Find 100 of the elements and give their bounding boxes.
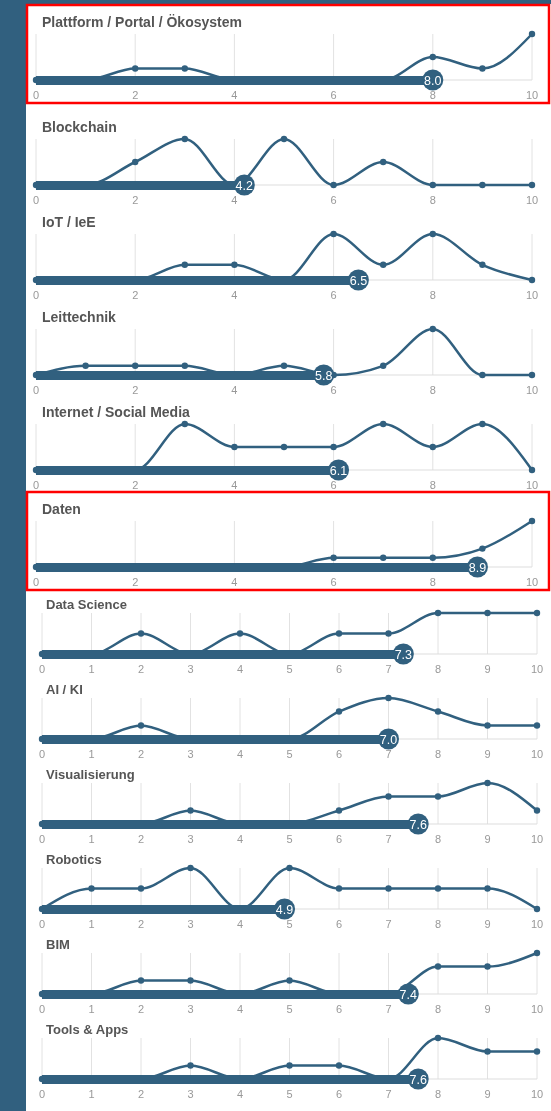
point <box>484 722 491 729</box>
x-tick-label: 6 <box>330 289 337 301</box>
x-tick-label: 8 <box>434 833 442 845</box>
x-tick-label: 4 <box>236 1088 244 1100</box>
point <box>335 708 343 715</box>
x-tick-label: 2 <box>132 576 139 588</box>
x-tick-label: 0 <box>38 1003 46 1015</box>
band-label: 4.9 <box>275 902 294 917</box>
x-tick-label: 10 <box>525 194 539 206</box>
x-tick-label: 4 <box>231 289 238 301</box>
x-tick-label: 8 <box>429 289 436 301</box>
x-tick-label: 10 <box>530 1003 544 1015</box>
point <box>434 708 442 715</box>
chart-title: Plattform / Portal / Ökosystem <box>42 14 242 30</box>
point <box>484 1048 491 1055</box>
band-label: 6.1 <box>329 463 348 478</box>
x-tick-label: 1 <box>88 833 95 845</box>
point <box>385 694 392 702</box>
band-label: 7.0 <box>379 732 398 747</box>
band-label: 8.0 <box>424 73 442 88</box>
x-tick-label: 3 <box>187 918 194 930</box>
point <box>187 977 194 984</box>
x-tick-label: 7 <box>385 748 392 760</box>
chart-title: Robotics <box>46 852 102 867</box>
x-tick-label: 8 <box>434 1088 442 1100</box>
x-tick-label: 4 <box>231 479 238 491</box>
x-tick-label: 2 <box>132 194 139 206</box>
x-tick-label: 7 <box>385 833 392 845</box>
chart-title: BIM <box>46 937 70 952</box>
x-tick-label: 10 <box>530 1088 544 1100</box>
band-label: 7.6 <box>409 1072 427 1087</box>
x-tick-label: 7 <box>385 1003 392 1015</box>
x-tick-label: 6 <box>330 89 337 101</box>
x-tick-label: 6 <box>335 663 343 675</box>
point <box>528 30 536 38</box>
x-tick-label: 0 <box>32 384 40 396</box>
x-tick-label: 0 <box>38 833 46 845</box>
chart-title: Internet / Social Media <box>42 404 191 420</box>
chart-title: IoT / IeE <box>42 214 96 230</box>
point <box>286 977 293 984</box>
x-tick-label: 6 <box>335 748 343 760</box>
x-tick-label: 6 <box>335 918 343 930</box>
chart-title: Daten <box>42 501 81 517</box>
x-tick-label: 5 <box>286 748 293 760</box>
point <box>187 807 194 814</box>
x-tick-label: 9 <box>484 748 491 760</box>
point <box>187 1062 194 1069</box>
x-tick-label: 3 <box>187 833 194 845</box>
x-tick-label: 6 <box>330 576 337 588</box>
point <box>181 65 188 72</box>
x-tick-label: 0 <box>32 89 40 101</box>
chart-title: Data Science <box>46 597 127 612</box>
x-tick-label: 4 <box>236 663 244 675</box>
band-label: 7.3 <box>394 647 413 662</box>
x-tick-label: 6 <box>330 479 337 491</box>
x-tick-label: 10 <box>530 663 544 675</box>
x-tick-label: 10 <box>525 384 539 396</box>
x-tick-label: 4 <box>231 194 238 206</box>
x-tick-label: 10 <box>530 748 544 760</box>
x-tick-label: 2 <box>137 663 145 675</box>
x-tick-label: 1 <box>88 748 95 760</box>
chart-title: Leittechnik <box>42 309 117 325</box>
x-tick-label: 4 <box>236 918 244 930</box>
x-tick-label: 6 <box>330 194 337 206</box>
point <box>434 963 442 970</box>
x-tick-label: 0 <box>38 663 46 675</box>
chart-title: Visualisierung <box>46 767 135 782</box>
x-tick-label: 8 <box>434 1003 442 1015</box>
x-tick-label: 8 <box>434 748 442 760</box>
x-tick-label: 9 <box>484 918 491 930</box>
chart-title: AI / KI <box>46 682 83 697</box>
x-tick-label: 10 <box>525 89 539 101</box>
x-tick-label: 7 <box>385 918 392 930</box>
x-tick-label: 5 <box>286 1088 293 1100</box>
x-tick-label: 2 <box>137 1088 145 1100</box>
point <box>137 977 145 984</box>
band-label: 4.2 <box>235 178 254 193</box>
x-tick-label: 9 <box>484 663 491 675</box>
x-tick-label: 2 <box>137 918 145 930</box>
x-tick-label: 4 <box>236 1003 244 1015</box>
x-tick-label: 0 <box>38 748 46 760</box>
band-label: 6.5 <box>349 273 368 288</box>
x-tick-label: 0 <box>32 576 40 588</box>
x-tick-label: 4 <box>236 748 244 760</box>
band-label: 7.6 <box>409 817 427 832</box>
x-tick-label: 7 <box>385 663 392 675</box>
point <box>137 722 145 729</box>
x-tick-label: 0 <box>32 194 40 206</box>
x-tick-label: 8 <box>429 89 436 101</box>
x-tick-label: 8 <box>429 384 436 396</box>
x-tick-label: 2 <box>137 1003 145 1015</box>
x-tick-label: 1 <box>88 1088 95 1100</box>
x-tick-label: 4 <box>236 833 244 845</box>
x-tick-label: 10 <box>525 289 539 301</box>
x-tick-label: 8 <box>429 479 436 491</box>
x-tick-label: 5 <box>286 918 293 930</box>
x-tick-label: 2 <box>132 479 139 491</box>
x-tick-label: 6 <box>335 833 343 845</box>
x-tick-label: 6 <box>335 1088 343 1100</box>
point <box>533 949 541 957</box>
